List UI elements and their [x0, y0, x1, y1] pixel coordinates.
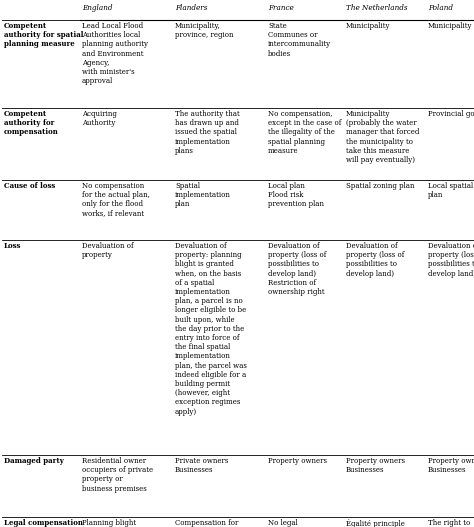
Text: No legal
compensation
regime because of
the public interest: No legal compensation regime because of … — [268, 519, 334, 527]
Text: Acquiring
Authority: Acquiring Authority — [82, 110, 117, 127]
Text: Competent
authority for
compensation: Competent authority for compensation — [4, 110, 59, 136]
Text: Lead Local Flood
Authorities local
planning authority
and Environment
Agency,
wi: Lead Local Flood Authorities local plann… — [82, 22, 148, 85]
Text: Devaluation of
property (loss of
possibilities to
develop land)
Restriction of
o: Devaluation of property (loss of possibi… — [268, 242, 327, 296]
Text: Cause of loss: Cause of loss — [4, 182, 55, 190]
Text: Planning blight: Planning blight — [82, 519, 136, 527]
Text: Poland: Poland — [428, 4, 453, 12]
Text: Legal compensation
regime: Legal compensation regime — [4, 519, 83, 527]
Text: Loss: Loss — [4, 242, 21, 250]
Text: Property owners
Businesses: Property owners Businesses — [428, 457, 474, 474]
Text: Property owners: Property owners — [268, 457, 327, 465]
Text: The authority that
has drawn up and
issued the spatial
implementation
plans: The authority that has drawn up and issu… — [175, 110, 240, 155]
Text: Damaged party: Damaged party — [4, 457, 64, 465]
Text: Property owners
Businesses: Property owners Businesses — [346, 457, 405, 474]
Text: The right to
property
expropriation
compensation: The right to property expropriation comp… — [428, 519, 474, 527]
Text: Égalité principle
(based on the: Égalité principle (based on the — [346, 519, 405, 527]
Text: No compensation
for the actual plan,
only for the flood
works, if relevant: No compensation for the actual plan, onl… — [82, 182, 150, 218]
Text: Municipality
(probably the water
manager that forced
the municipality to
take th: Municipality (probably the water manager… — [346, 110, 419, 164]
Text: Municipality: Municipality — [428, 22, 473, 30]
Text: Municipality,
province, region: Municipality, province, region — [175, 22, 234, 39]
Text: Devaluation of
property (loss of
possibilities to
develop land): Devaluation of property (loss of possibi… — [346, 242, 404, 278]
Text: England: England — [82, 4, 112, 12]
Text: No compensation,
except in the case of
the illegality of the
spatial planning
me: No compensation, except in the case of t… — [268, 110, 341, 155]
Text: Compensation for
less value; property
law and égalité (has
to go through
judicia: Compensation for less value; property la… — [175, 519, 246, 527]
Text: Provincial governor: Provincial governor — [428, 110, 474, 118]
Text: Local plan
Flood risk
prevention plan: Local plan Flood risk prevention plan — [268, 182, 324, 208]
Text: Spatial zoning plan: Spatial zoning plan — [346, 182, 414, 190]
Text: Spatial
implementation
plan: Spatial implementation plan — [175, 182, 231, 208]
Text: Devaluation of
property (loss of
possibilities to
develop land): Devaluation of property (loss of possibi… — [428, 242, 474, 278]
Text: Residential owner
occupiers of private
property or
business premises: Residential owner occupiers of private p… — [82, 457, 153, 493]
Text: State
Communes or
intercommunality
bodies: State Communes or intercommunality bodie… — [268, 22, 331, 57]
Text: Devaluation of
property: Devaluation of property — [82, 242, 134, 259]
Text: Local spatial zoning
plan: Local spatial zoning plan — [428, 182, 474, 199]
Text: Private owners
Businesses: Private owners Businesses — [175, 457, 228, 474]
Text: The Netherlands: The Netherlands — [346, 4, 408, 12]
Text: Devaluation of
property: planning
blight is granted
when, on the basis
of a spat: Devaluation of property: planning blight… — [175, 242, 247, 416]
Text: Municipality: Municipality — [346, 22, 391, 30]
Text: France: France — [268, 4, 294, 12]
Text: Competent
authority for spatial
planning measure: Competent authority for spatial planning… — [4, 22, 83, 48]
Text: Flanders: Flanders — [175, 4, 208, 12]
